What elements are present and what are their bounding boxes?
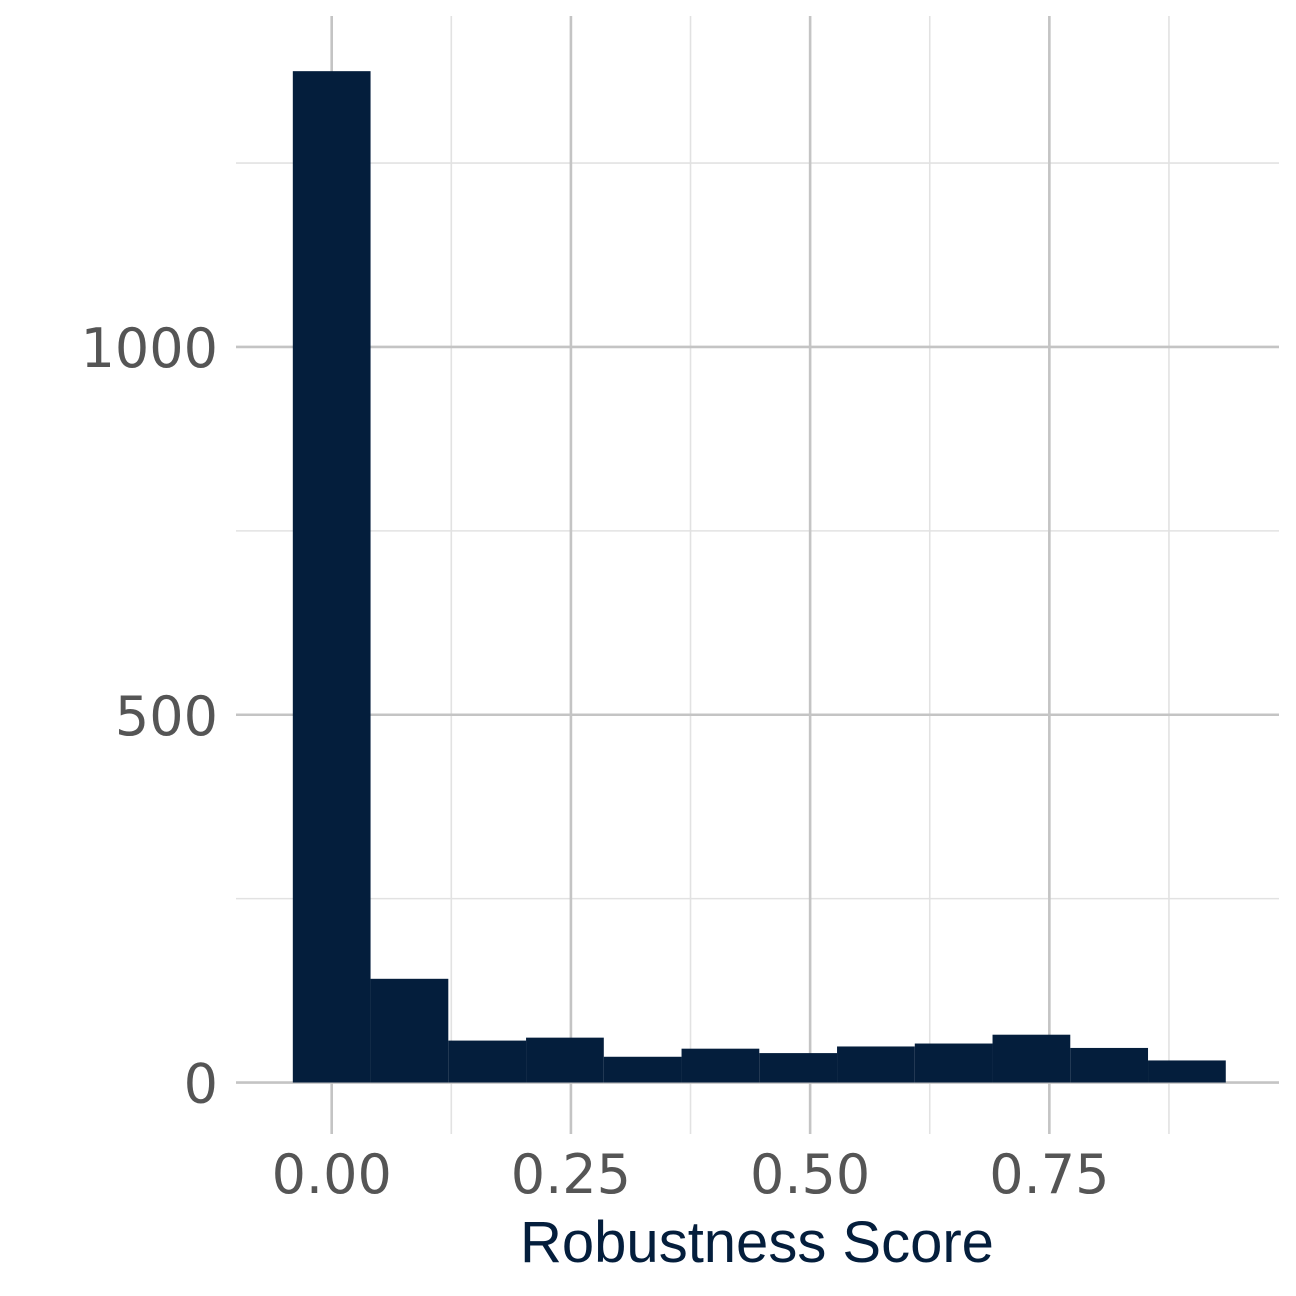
x-tick-label-0: 0.00 [272, 1143, 392, 1206]
y-tick-label-2: 1000 [81, 317, 218, 380]
histogram-bar-5 [681, 1048, 760, 1083]
histogram-bar-1 [370, 978, 449, 1083]
histogram-bar-7 [837, 1046, 915, 1083]
histogram-bar-8 [914, 1043, 993, 1083]
histogram-bar-4 [603, 1056, 682, 1083]
grid-lines [236, 16, 1279, 1134]
histogram-bar-9 [992, 1034, 1071, 1083]
x-tick-label-2: 0.50 [750, 1143, 870, 1206]
histogram-bar-6 [759, 1053, 838, 1083]
histogram-bar-11 [1148, 1060, 1226, 1083]
y-tick-label-0: 0 [184, 1053, 218, 1116]
histogram-bars [292, 71, 1226, 1083]
y-tick-labels: 0 500 1000 [81, 317, 218, 1116]
x-tick-label-1: 0.25 [511, 1143, 631, 1206]
histogram-bar-3 [526, 1037, 604, 1083]
x-tick-label-3: 0.75 [989, 1143, 1109, 1206]
x-axis-title: Robustness Score [520, 1210, 994, 1275]
histogram-bar-0 [292, 71, 371, 1083]
y-tick-label-1: 500 [115, 685, 218, 748]
x-tick-labels: 0.00 0.25 0.50 0.75 [272, 1143, 1110, 1206]
histogram-bar-10 [1070, 1047, 1149, 1083]
histogram-bar-2 [448, 1040, 527, 1083]
